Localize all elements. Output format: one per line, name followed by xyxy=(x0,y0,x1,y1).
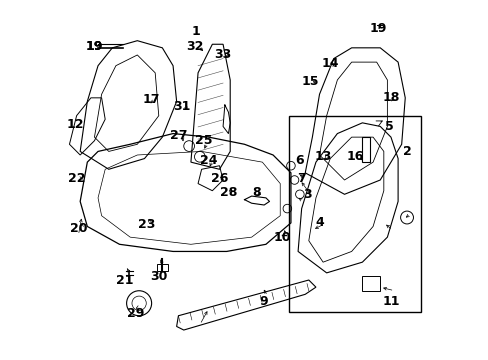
Text: 23: 23 xyxy=(137,218,155,231)
Text: 14: 14 xyxy=(321,57,338,71)
Text: 32: 32 xyxy=(185,40,203,53)
Text: 10: 10 xyxy=(273,231,290,244)
Bar xyxy=(157,264,167,271)
Text: 26: 26 xyxy=(210,172,228,185)
Text: 3: 3 xyxy=(302,188,311,201)
Text: 12: 12 xyxy=(66,118,83,131)
Text: 31: 31 xyxy=(173,100,190,113)
Text: 19: 19 xyxy=(85,40,103,53)
Text: 24: 24 xyxy=(200,154,217,167)
Text: 29: 29 xyxy=(126,307,144,320)
Text: 22: 22 xyxy=(68,172,85,185)
Text: 7: 7 xyxy=(297,172,305,185)
Text: 15: 15 xyxy=(301,75,319,88)
Text: 19: 19 xyxy=(85,40,103,53)
Text: 33: 33 xyxy=(214,49,231,62)
Text: 28: 28 xyxy=(219,186,237,199)
Text: 18: 18 xyxy=(382,91,399,104)
Text: 6: 6 xyxy=(295,154,304,167)
Text: 19: 19 xyxy=(369,22,386,35)
Text: 4: 4 xyxy=(314,216,323,229)
Text: 21: 21 xyxy=(116,274,133,287)
Text: 8: 8 xyxy=(252,186,261,199)
Text: 11: 11 xyxy=(382,295,399,308)
Text: 30: 30 xyxy=(150,270,167,283)
Text: 1: 1 xyxy=(191,25,200,38)
Text: 13: 13 xyxy=(314,150,331,163)
Text: 17: 17 xyxy=(142,93,160,106)
Text: 16: 16 xyxy=(346,150,363,163)
Text: 27: 27 xyxy=(169,129,187,142)
Text: 25: 25 xyxy=(194,134,212,147)
Text: 5: 5 xyxy=(384,120,393,133)
Text: 9: 9 xyxy=(259,295,268,308)
Text: 20: 20 xyxy=(69,222,87,235)
Text: 2: 2 xyxy=(402,145,410,158)
Bar xyxy=(288,116,421,312)
